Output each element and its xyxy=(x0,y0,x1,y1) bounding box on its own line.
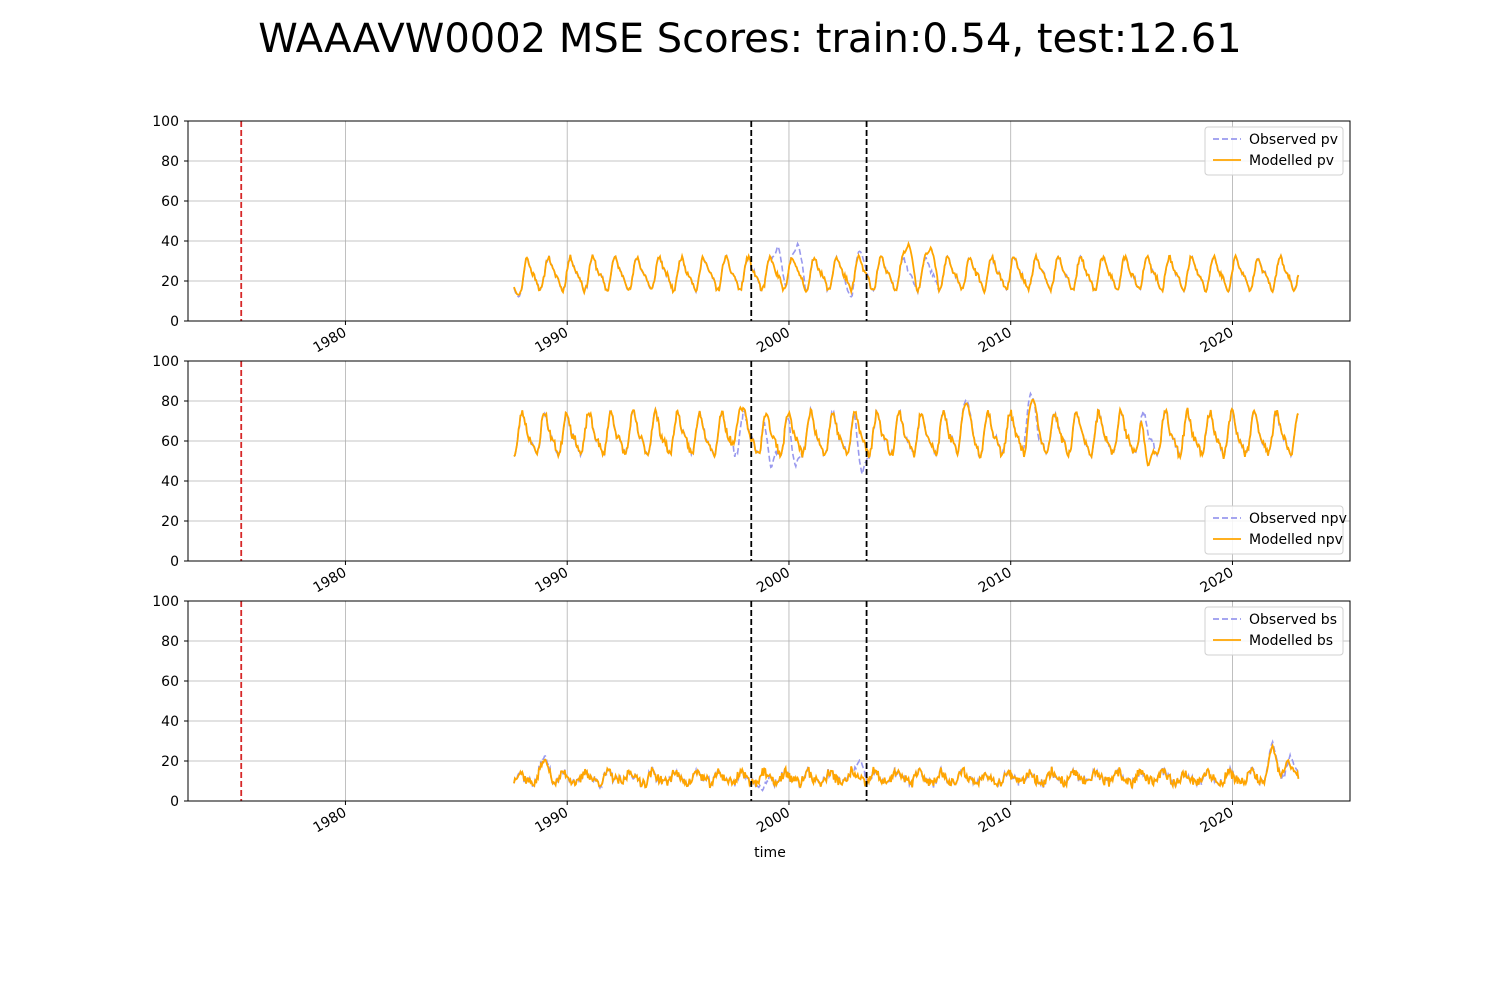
y-tick-label: 80 xyxy=(161,394,179,410)
legend-box xyxy=(1204,606,1344,656)
y-tick-label: 60 xyxy=(161,194,179,210)
y-tick-label: 20 xyxy=(161,514,179,530)
axes-frame xyxy=(187,120,1351,322)
y-tick-label: 20 xyxy=(161,754,179,770)
subplot-1: 0 20 40 60 80 100 1980 1990 2000 2010 2020 Observed… xyxy=(152,114,1351,357)
x-axis-label: time xyxy=(754,845,786,861)
x-tick-label: 1990 xyxy=(532,565,571,597)
x-tick-label: 2000 xyxy=(754,325,793,357)
y-tick-label: 20 xyxy=(161,274,179,290)
y-tick-label: 40 xyxy=(161,234,179,250)
x-tick-label: 2010 xyxy=(976,565,1015,597)
page-title: WAAAVW0002 MSE Scores: train:0.54, test:… xyxy=(258,16,1241,62)
legend-box xyxy=(1204,126,1344,176)
x-tick-label: 2020 xyxy=(1198,805,1237,837)
legend-entry: Observed bs xyxy=(1249,612,1337,628)
x-tick-label: 2010 xyxy=(976,325,1015,357)
legend-box xyxy=(1204,505,1344,555)
x-tick-label: 2020 xyxy=(1198,565,1237,597)
y-tick-label: 100 xyxy=(152,354,179,370)
legend-entry: Observed npv xyxy=(1249,511,1347,527)
axes-frame xyxy=(187,360,1351,562)
modelled-series-line-2 xyxy=(513,398,1299,467)
y-tick-label: 60 xyxy=(161,674,179,690)
legend: Observed pv Modelled pv xyxy=(1204,126,1344,176)
observed-series-line-2 xyxy=(513,391,1299,478)
y-tick-label: 80 xyxy=(161,154,179,170)
y-tick-label: 0 xyxy=(170,794,179,810)
x-tick-label: 2000 xyxy=(754,565,793,597)
y-tick-label: 60 xyxy=(161,434,179,450)
legend-entry: Modelled pv xyxy=(1249,153,1334,169)
axes-frame xyxy=(187,600,1351,802)
modelled-series-line-3 xyxy=(513,743,1300,790)
y-tick-label: 0 xyxy=(170,314,179,330)
x-tick-label: 2010 xyxy=(976,805,1015,837)
y-tick-label: 40 xyxy=(161,474,179,490)
legend-entry: Modelled bs xyxy=(1249,633,1333,649)
x-tick-label: 2020 xyxy=(1198,325,1237,357)
modelled-series-line-1 xyxy=(513,240,1300,296)
subplot-2: 0 20 40 60 80 100 1980 1990 2000 2010 2020 Observed… xyxy=(152,354,1351,597)
y-tick-label: 0 xyxy=(170,554,179,570)
x-tick-label: 1980 xyxy=(311,325,350,357)
legend: Observed npv Modelled npv xyxy=(1204,505,1347,555)
subplot-3: 0 20 40 60 80 100 1980 1990 2000 2010 2020 time Obse… xyxy=(152,594,1351,861)
y-tick-label: 100 xyxy=(152,594,179,610)
legend-entry: Modelled npv xyxy=(1249,532,1343,548)
legend-entry: Observed pv xyxy=(1249,132,1338,148)
y-tick-label: 80 xyxy=(161,634,179,650)
x-tick-label: 1980 xyxy=(311,565,350,597)
x-tick-label: 2000 xyxy=(754,805,793,837)
x-tick-label: 1990 xyxy=(532,805,571,837)
y-tick-label: 100 xyxy=(152,114,179,130)
x-tick-label: 1990 xyxy=(532,325,571,357)
legend: Observed bs Modelled bs xyxy=(1204,606,1344,656)
x-tick-label: 1980 xyxy=(311,805,350,837)
y-tick-label: 40 xyxy=(161,714,179,730)
